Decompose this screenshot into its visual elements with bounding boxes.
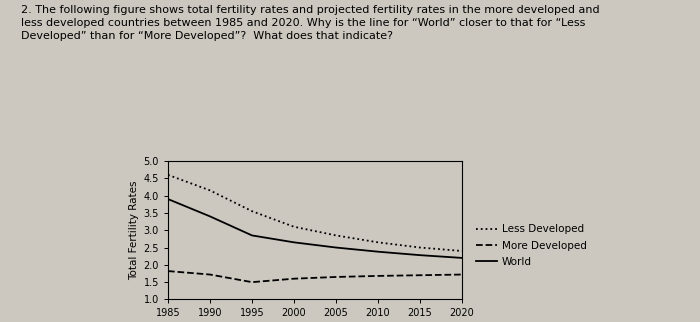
More Developed <box>332 275 340 279</box>
Line: Less Developed: Less Developed <box>168 175 462 251</box>
Line: World: World <box>168 199 462 258</box>
World <box>206 214 214 218</box>
Less Developed <box>374 241 382 244</box>
More Developed <box>374 274 382 278</box>
Line: More Developed: More Developed <box>168 271 462 282</box>
More Developed <box>290 277 298 280</box>
World <box>164 197 172 201</box>
Less Developed <box>290 225 298 229</box>
Less Developed <box>332 233 340 237</box>
World <box>374 250 382 254</box>
World <box>248 233 256 237</box>
More Developed <box>248 280 256 284</box>
Less Developed <box>458 249 466 253</box>
Less Developed <box>164 173 172 177</box>
World <box>458 256 466 260</box>
More Developed <box>206 273 214 277</box>
Text: 2. The following figure shows total fertility rates and projected fertility rate: 2. The following figure shows total fert… <box>21 5 600 41</box>
More Developed <box>416 273 424 277</box>
Less Developed <box>206 188 214 192</box>
World <box>332 246 340 250</box>
More Developed <box>164 269 172 273</box>
World <box>290 241 298 244</box>
Less Developed <box>416 246 424 250</box>
More Developed <box>458 273 466 277</box>
Y-axis label: Total Fertility Rates: Total Fertility Rates <box>130 180 139 280</box>
Less Developed <box>248 209 256 213</box>
Legend: Less Developed, More Developed, World: Less Developed, More Developed, World <box>476 224 587 267</box>
World <box>416 253 424 257</box>
